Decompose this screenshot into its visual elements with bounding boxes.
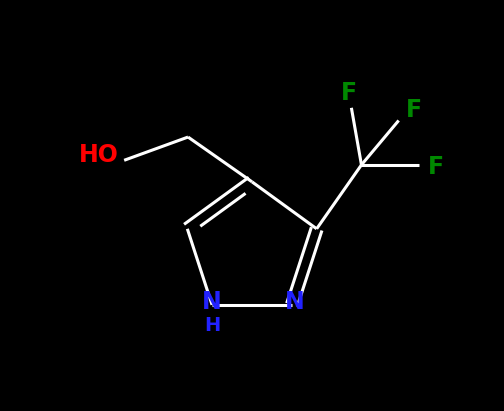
Text: N: N	[202, 290, 222, 314]
Text: HO: HO	[79, 143, 119, 167]
Text: F: F	[406, 98, 422, 122]
Text: N: N	[285, 290, 304, 314]
Text: H: H	[204, 316, 220, 335]
Text: F: F	[427, 155, 444, 179]
Text: F: F	[341, 81, 357, 105]
